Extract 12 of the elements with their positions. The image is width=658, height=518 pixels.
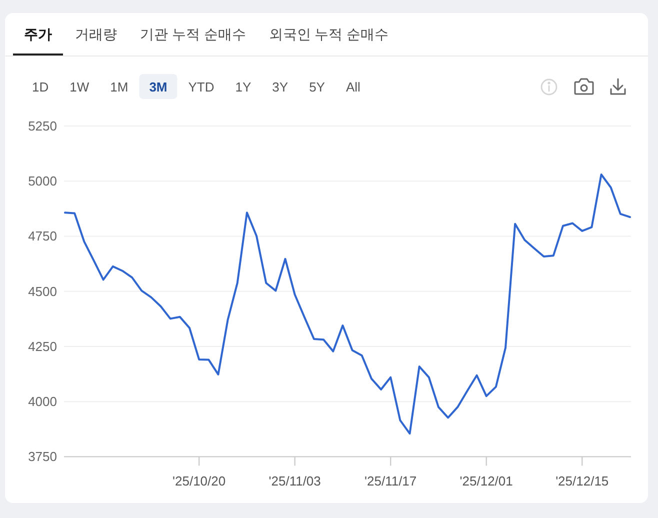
- x-tick-label: '25/10/20: [172, 474, 226, 488]
- x-tick-label: '25/11/17: [364, 474, 417, 488]
- y-tick-label: 5250: [28, 118, 57, 134]
- y-tick-label: 4250: [28, 338, 57, 354]
- y-tick-label: 3750: [28, 449, 57, 464]
- y-tick-label: 4750: [28, 228, 57, 244]
- y-tick-label: 4500: [28, 284, 57, 299]
- x-tick-label: '25/11/03: [268, 474, 321, 488]
- x-tick-label: '25/12/15: [556, 474, 609, 488]
- y-tick-label: 4000: [28, 394, 57, 410]
- y-tick-label: 5000: [28, 174, 57, 189]
- x-tick-label: '25/12/01: [460, 474, 513, 488]
